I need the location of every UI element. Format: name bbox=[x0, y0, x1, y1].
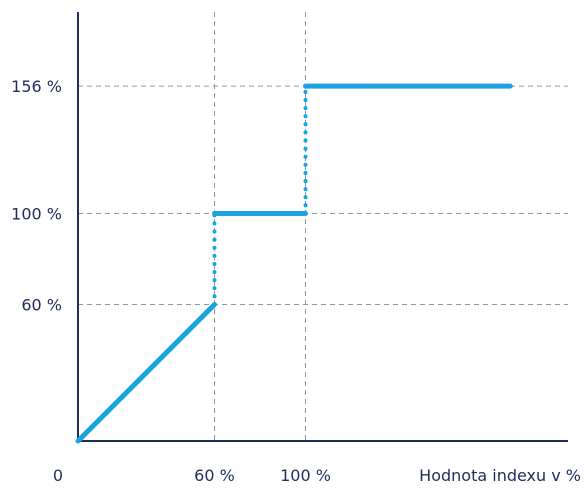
axes bbox=[77, 12, 568, 442]
x-tick-label: 60 % bbox=[194, 466, 235, 485]
solid-line-segment bbox=[75, 302, 217, 444]
x-axis-label: Hodnota indexu v % bbox=[419, 466, 581, 485]
y-tick-label: 156 % bbox=[11, 77, 62, 96]
origin-label: 0 bbox=[53, 466, 63, 485]
grid-lines bbox=[78, 12, 568, 441]
tick-labels: 60 % 100 % 156 % 60 % 100 % 0 Hodnota indexu v… bbox=[11, 77, 581, 485]
series bbox=[75, 83, 513, 444]
x-tick-label: 100 % bbox=[280, 466, 331, 485]
y-tick-label: 60 % bbox=[21, 296, 62, 315]
y-tick-label: 100 % bbox=[11, 205, 62, 224]
